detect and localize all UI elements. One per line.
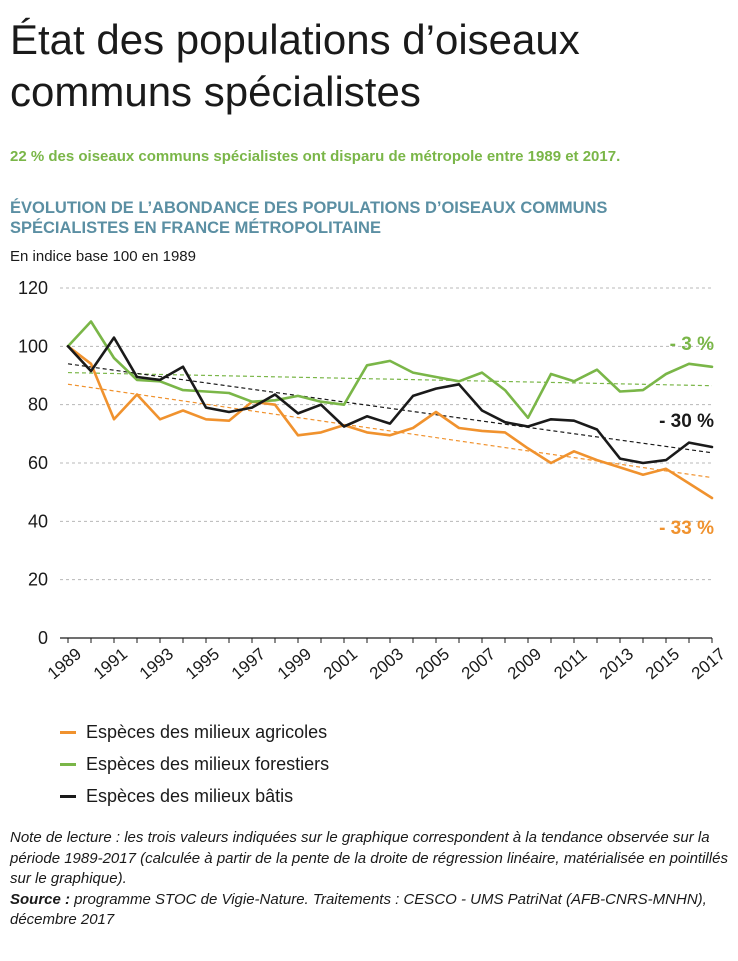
page-title: État des populations d’oiseaux communs s… — [10, 16, 580, 115]
source-label: Source : — [10, 890, 71, 908]
y-tick-label: 120 — [18, 278, 48, 298]
trend-annotations: - 33 % - 3 % - 30 % — [659, 334, 714, 539]
chart-grid — [60, 287, 712, 581]
trend-lines — [67, 363, 713, 479]
trend-label: - 33 % — [659, 518, 714, 539]
trend-line — [67, 383, 713, 479]
source-text: programme STOC de Vigie-Nature. Traiteme… — [10, 890, 707, 929]
series-line — [66, 336, 714, 465]
line-chart: 0 20 40 60 80 100 120 1989 1991 1993 1995 1997 1999… — [18, 278, 729, 683]
series-lines — [66, 320, 714, 500]
x-tick-label: 1989 — [44, 644, 85, 683]
chart-title: ÉVOLUTION DE L’ABONDANCE DES POPULATIONS… — [10, 199, 608, 237]
trend-label: - 30 % — [659, 411, 714, 432]
x-tick-label: 1991 — [90, 644, 131, 683]
trend-line — [67, 371, 713, 387]
x-tick-label: 2013 — [596, 644, 637, 683]
x-tick-label: 2017 — [688, 644, 729, 683]
legend-swatch-batis — [60, 794, 76, 798]
legend-item-agricoles: Espèces des milieux agricoles — [60, 716, 329, 748]
legend-swatch-agricoles — [60, 730, 76, 734]
chart-legend: Espèces des milieux agricoles Espèces de… — [60, 716, 329, 812]
x-tick-label: 1997 — [228, 644, 269, 683]
series-line — [66, 320, 714, 420]
x-tick-label: 1993 — [136, 644, 177, 683]
x-tick-label: 2015 — [642, 644, 683, 683]
legend-label-agricoles: Espèces des milieux agricoles — [86, 721, 328, 742]
x-tick-label: 2009 — [504, 644, 545, 683]
unit-label: En indice base 100 en 1989 — [10, 248, 196, 265]
trend-label: - 3 % — [670, 334, 714, 355]
x-tick-label: 2001 — [320, 644, 361, 683]
legend-swatch-forestiers — [60, 762, 76, 766]
legend-label-batis: Espèces des milieux bâtis — [86, 785, 294, 806]
y-tick-label: 20 — [28, 570, 48, 590]
series-line — [66, 345, 714, 500]
y-axis-labels: 0 20 40 60 80 100 120 — [18, 278, 48, 648]
y-tick-label: 100 — [18, 336, 48, 356]
y-tick-label: 0 — [38, 628, 48, 648]
x-tick-label: 1999 — [274, 644, 315, 683]
x-tick-label: 2003 — [366, 644, 407, 683]
x-tick-label: 2007 — [458, 644, 499, 683]
subtitle: 22 % des oiseaux communs spécialistes on… — [10, 148, 621, 165]
x-tick-label: 1995 — [182, 644, 223, 683]
x-tick-label: 2011 — [550, 645, 590, 683]
x-tick-label: 2005 — [412, 644, 453, 683]
y-tick-label: 60 — [28, 453, 48, 473]
reading-note: Note de lecture : les trois valeurs indi… — [10, 828, 728, 931]
y-tick-label: 80 — [28, 395, 48, 415]
legend-item-forestiers: Espèces des milieux forestiers — [60, 748, 329, 780]
note-text: Note de lecture : les trois valeurs indi… — [10, 829, 728, 887]
x-axis: 1989 1991 1993 1995 1997 1999 2001 2003 2005 2007… — [44, 637, 729, 683]
y-tick-label: 40 — [28, 511, 48, 531]
legend-label-forestiers: Espèces des milieux forestiers — [86, 753, 330, 774]
legend-item-batis: Espèces des milieux bâtis — [60, 780, 329, 812]
